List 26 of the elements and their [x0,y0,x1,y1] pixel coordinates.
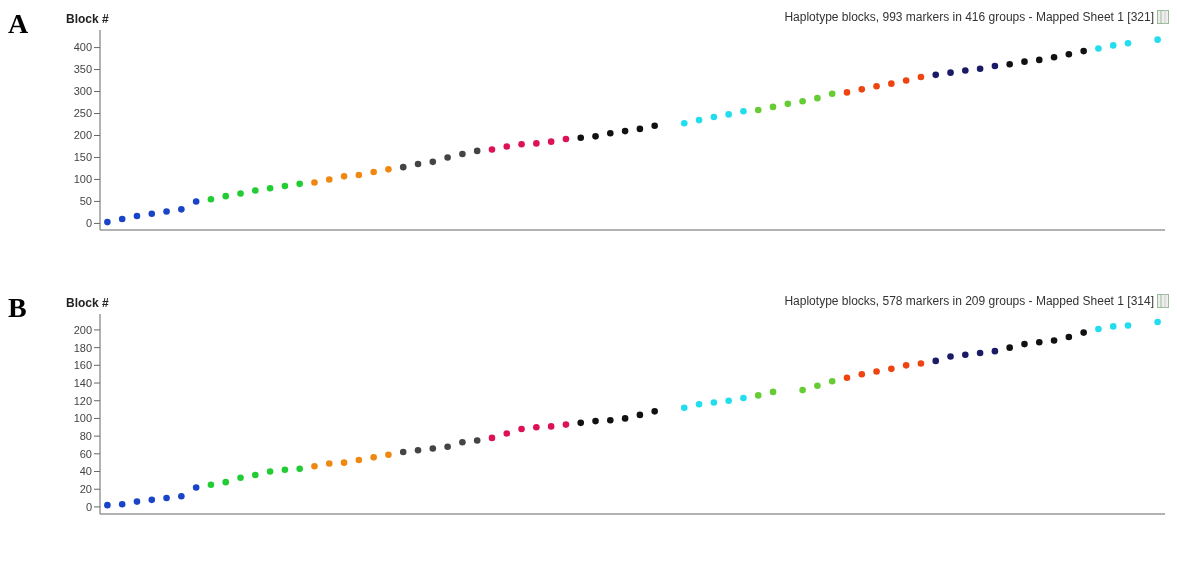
y-axis-title: Block # [66,12,109,26]
y-tick-label: 150 [73,151,92,164]
text: A [8,8,29,40]
y-tick-label: 120 [73,394,92,407]
y-tick-label: 200 [73,323,92,336]
y-tick-label: 400 [73,41,92,54]
y-tick-label: 300 [73,85,92,98]
y-tick-label: 0 [85,217,92,230]
y-tick-label: 200 [73,129,92,142]
y-tick-label: 250 [73,107,92,120]
y-tick-label: 60 [79,447,92,460]
y-tick-label: 350 [73,63,92,76]
y-tick-label: 40 [79,465,92,478]
y-tick-label: 20 [79,483,92,496]
y-tick-label: 180 [73,341,92,354]
y-axis-title: Block # [66,296,109,310]
y-tick-label: 80 [79,430,92,443]
y-tick-label: 100 [73,412,92,425]
chart-title: Haplotype blocks, 578 markers in 209 groups - Mapped Sheet 1 [314] [784,294,1154,308]
y-tick-label: 0 [85,500,92,513]
y-tick-label: 100 [73,173,92,186]
y-tick-label: 50 [79,195,92,208]
y-tick-label: 140 [73,376,92,389]
y-tick-label: 160 [73,359,92,372]
text: B [8,292,27,324]
chart-title: Haplotype blocks, 993 markers in 416 groups - Mapped Sheet 1 [321] [784,10,1154,24]
